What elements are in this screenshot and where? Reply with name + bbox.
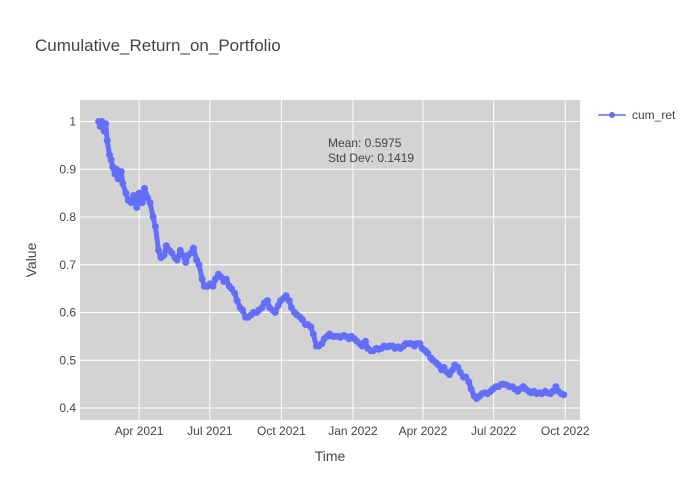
y-axis-title: Value xyxy=(23,242,39,277)
x-tick-label: Oct 2022 xyxy=(541,424,590,438)
data-point[interactable] xyxy=(285,297,293,305)
data-point[interactable] xyxy=(100,127,108,135)
annotation-std-dev: Std Dev: 0.1419 xyxy=(328,151,414,165)
data-point[interactable] xyxy=(239,306,246,314)
data-point[interactable] xyxy=(195,261,203,269)
data-point[interactable] xyxy=(141,184,148,192)
y-tick-label: 0.4 xyxy=(59,401,76,415)
data-point[interactable] xyxy=(209,282,217,290)
legend[interactable]: cum_ret xyxy=(598,108,676,122)
data-point[interactable] xyxy=(182,258,190,266)
x-tick-label: Jul 2021 xyxy=(187,424,233,438)
data-point[interactable] xyxy=(222,275,230,283)
data-point[interactable] xyxy=(133,204,141,211)
y-tick-label: 0.8 xyxy=(59,210,76,224)
y-gridlines xyxy=(80,120,580,409)
data-point[interactable] xyxy=(107,156,115,164)
data-point[interactable] xyxy=(122,189,130,197)
data-point[interactable] xyxy=(179,251,187,259)
data-point[interactable] xyxy=(117,168,125,176)
y-tick-label: 1 xyxy=(69,114,76,128)
data-point[interactable] xyxy=(103,137,111,145)
data-point[interactable] xyxy=(149,213,157,221)
data-point[interactable] xyxy=(130,192,138,199)
data-point[interactable] xyxy=(465,378,473,386)
x-tick-label: Jan 2022 xyxy=(328,424,378,438)
data-point[interactable] xyxy=(231,289,239,297)
data-point[interactable] xyxy=(307,323,315,331)
x-axis-title: Time xyxy=(315,448,346,464)
data-point[interactable] xyxy=(309,330,317,338)
y-tick-label: 0.9 xyxy=(59,162,76,176)
data-point[interactable] xyxy=(233,297,241,305)
annotation-mean: Mean: 0.5975 xyxy=(328,136,402,150)
x-tick-label: Jul 2022 xyxy=(471,424,517,438)
data-point[interactable] xyxy=(151,223,159,231)
y-tick-label: 0.7 xyxy=(59,258,76,272)
data-point[interactable] xyxy=(198,275,206,283)
data-point[interactable] xyxy=(135,189,143,197)
chart-title: Cumulative_Return_on_Portfolio xyxy=(35,36,281,55)
x-tick-label: Apr 2022 xyxy=(399,424,448,438)
legend-label-cum-ret: cum_ret xyxy=(632,108,676,122)
data-point[interactable] xyxy=(119,180,127,188)
data-point[interactable] xyxy=(173,256,181,264)
data-point[interactable] xyxy=(263,297,271,305)
series-cum-ret[interactable] xyxy=(95,118,568,402)
data-point[interactable] xyxy=(138,199,146,207)
data-point[interactable] xyxy=(114,175,122,183)
data-point[interactable] xyxy=(102,120,110,128)
data-point[interactable] xyxy=(146,199,154,207)
legend-swatch-marker xyxy=(609,112,615,118)
x-axis-ticks: Apr 2021 Jul 2021 Oct 2021 Jan 2022 Apr 2022… xyxy=(115,424,590,438)
data-point[interactable] xyxy=(361,337,369,345)
y-axis-ticks: 0.4 0.5 0.6 0.7 0.8 0.9 1 xyxy=(59,114,76,415)
data-point[interactable] xyxy=(155,246,162,254)
y-tick-label: 0.5 xyxy=(59,353,76,367)
y-tick-label: 0.6 xyxy=(59,306,76,320)
data-point[interactable] xyxy=(127,199,135,207)
x-tick-label: Oct 2021 xyxy=(257,424,306,438)
data-point[interactable] xyxy=(560,391,568,399)
data-point[interactable] xyxy=(160,251,168,259)
data-point[interactable] xyxy=(467,385,475,393)
data-point[interactable] xyxy=(190,244,197,252)
x-gridlines xyxy=(138,100,566,420)
x-tick-label: Apr 2021 xyxy=(115,424,164,438)
data-point[interactable] xyxy=(271,309,279,316)
